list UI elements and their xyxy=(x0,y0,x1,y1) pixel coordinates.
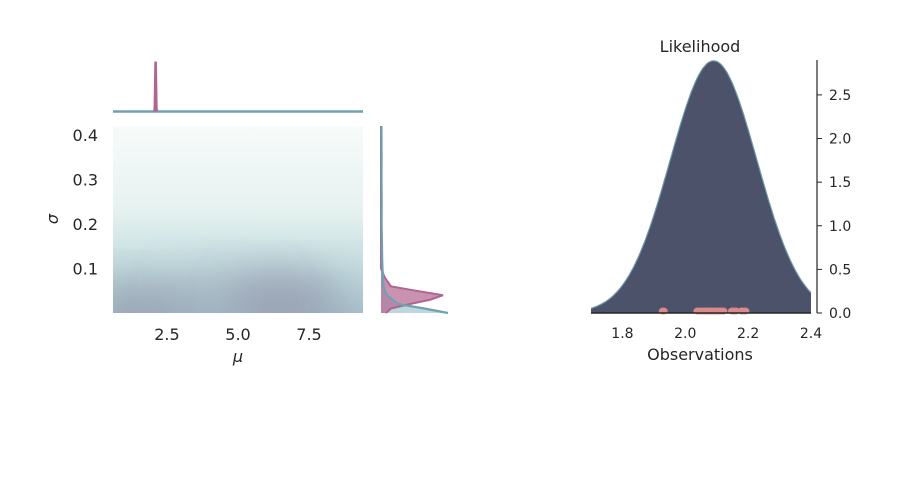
heatmap-area xyxy=(113,126,363,313)
joint-x-ticks: 2.5 5.0 7.5 xyxy=(154,325,321,344)
likelihood-density-edge xyxy=(590,60,812,309)
y-tick-label: 2.5 xyxy=(829,88,851,104)
x-tick-label: 2.0 xyxy=(674,326,696,342)
likelihood-density-area xyxy=(591,60,811,313)
x-tick-label: 2.5 xyxy=(154,325,179,344)
y-tick-label: 0.1 xyxy=(73,259,98,278)
joint-density-panel: 2.5 5.0 7.5 0.1 0.2 0.3 0.4 μ σ xyxy=(43,126,363,366)
y-tick-label: 0.2 xyxy=(73,215,98,234)
density-blob xyxy=(168,265,279,313)
right-marginal-prior-line xyxy=(380,126,444,314)
joint-y-ticks: 0.1 0.2 0.3 0.4 xyxy=(73,126,98,279)
x-tick-label: 2.2 xyxy=(737,326,759,342)
likelihood-y-ticks: 0.0 0.5 1.0 1.5 2.0 2.5 xyxy=(817,88,851,322)
y-tick-label: 1.5 xyxy=(829,175,851,191)
heatmap-density-blobs xyxy=(113,265,345,313)
top-marginal-prior-bump xyxy=(153,102,159,111)
joint-x-axis-label: μ xyxy=(232,347,243,366)
x-tick-label: 1.8 xyxy=(611,326,633,342)
likelihood-title: Likelihood xyxy=(660,37,741,56)
x-tick-label: 7.5 xyxy=(296,325,321,344)
joint-y-axis-label: σ xyxy=(43,213,62,224)
likelihood-panel: Likelihood 1.8 2.0 2.2 2.4 0.0 0.5 1.0 1.5 2.0 2… xyxy=(590,37,851,364)
y-tick-label: 1.0 xyxy=(829,219,851,235)
right-marginal-posterior-line xyxy=(380,125,449,315)
likelihood-x-ticks: 1.8 2.0 2.2 2.4 xyxy=(611,326,822,342)
y-tick-label: 0.5 xyxy=(829,262,851,278)
y-tick-label: 0.3 xyxy=(73,170,98,189)
y-tick-label: 0.0 xyxy=(829,306,851,322)
y-tick-label: 2.0 xyxy=(829,132,851,148)
y-tick-label: 0.4 xyxy=(73,126,98,145)
right-marginal-plot xyxy=(380,125,449,315)
likelihood-x-axis-label: Observations xyxy=(647,345,753,364)
top-marginal-plot xyxy=(113,61,363,113)
x-tick-label: 5.0 xyxy=(225,325,250,344)
x-tick-label: 2.4 xyxy=(800,326,822,342)
